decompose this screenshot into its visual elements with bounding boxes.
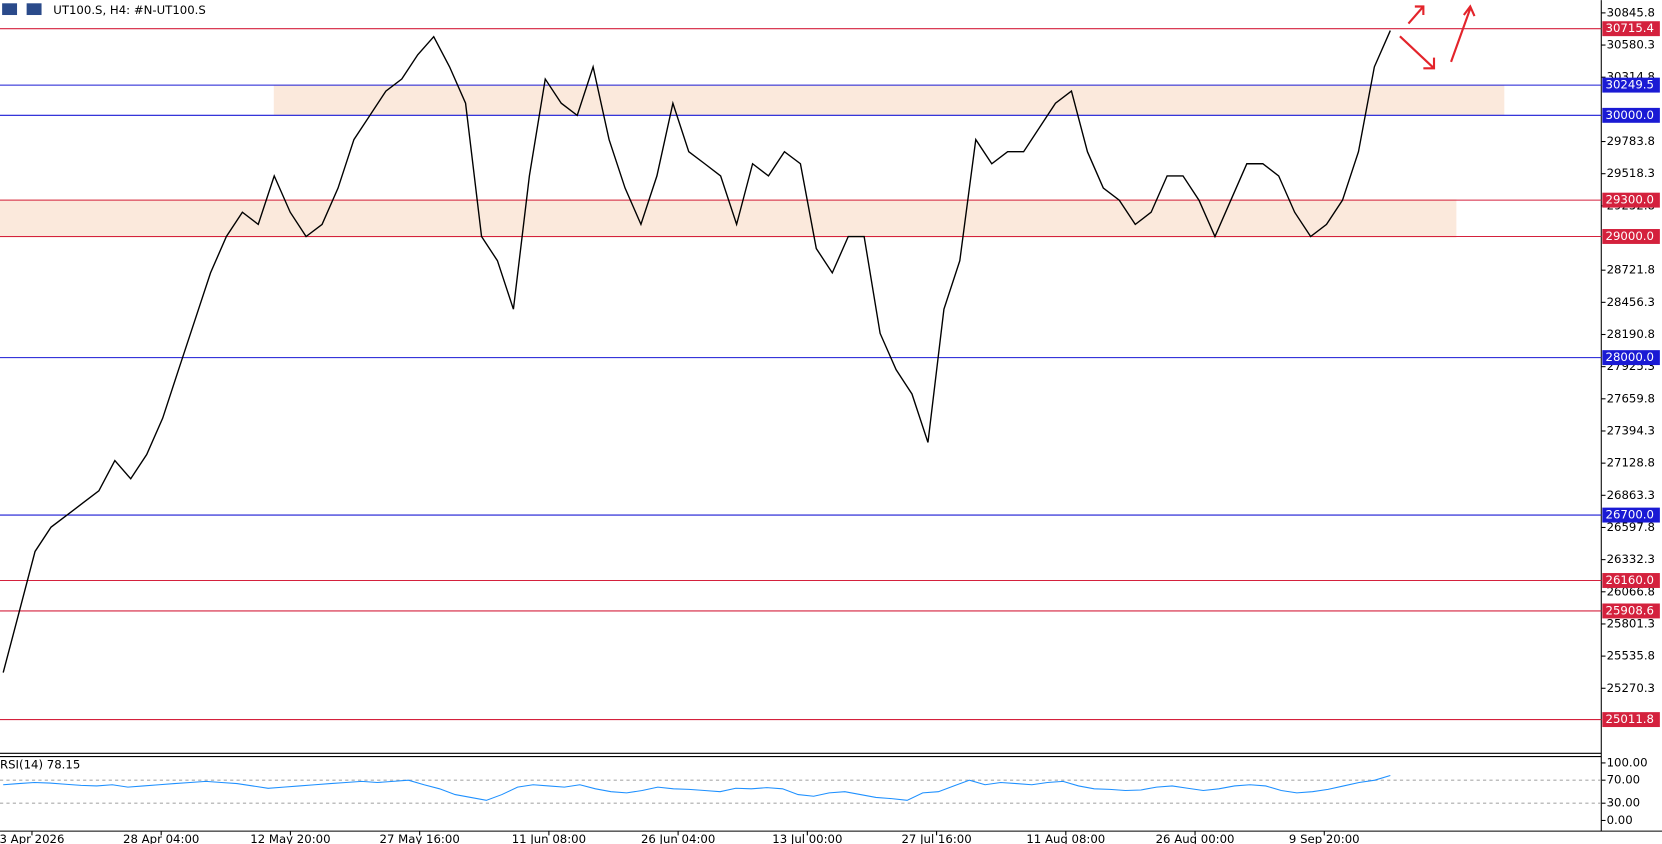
header: UT100.S, H4: #N-UT100.S [2,3,206,17]
level-label-box [1602,603,1660,619]
x-tick-label: 3 Apr 2026 [0,832,64,844]
price-line [2,30,1391,673]
x-tick-label: 12 May 20:00 [250,832,330,844]
level-label: 29300.0 [1606,193,1654,207]
zone-lower [0,199,1457,238]
rsi-title: RSI(14) 78.15 [0,758,80,772]
y-tick-label: 30580.3 [1607,38,1655,52]
y-tick-label: 26597.8 [1607,520,1655,534]
icon [26,3,42,16]
level-label: 25011.8 [1606,712,1654,726]
level-label: 30000.0 [1606,108,1654,122]
annotation-arrows [1399,4,1476,70]
x-tick-label: 26 Jun 04:00 [641,832,715,844]
level-label: 30715.4 [1606,21,1654,35]
y-tick-label: 29783.8 [1607,134,1655,148]
level-label-box [1602,21,1660,37]
x-tick-label: 26 Aug 00:00 [1156,832,1235,844]
y-tick-label: 25801.3 [1607,616,1655,630]
axis-layer: 30845.830580.330314.829783.829518.329252… [0,5,1660,844]
y-tick-label: 26332.3 [1607,552,1655,566]
level-label: 25908.6 [1606,603,1654,617]
y-tick-label: 26863.3 [1607,488,1655,502]
y-tick-label: 28456.3 [1607,295,1655,309]
y-tick-label: 25270.3 [1607,681,1655,695]
y-tick-label: 28190.8 [1607,327,1655,341]
level-label-box [1602,507,1660,523]
rsi-line [3,774,1391,801]
level-label-box [1602,573,1660,588]
y-tick-label: 25535.8 [1607,649,1655,663]
level-label: 26160.0 [1606,573,1654,587]
x-tick-label: 11 Aug 08:00 [1026,832,1105,844]
y-tick-label: 28721.8 [1607,263,1655,277]
x-tick-label: 27 Jul 16:00 [901,832,971,844]
y-tick-label: 29518.3 [1607,166,1655,180]
y-tick-label: 27659.8 [1607,391,1655,405]
level-label-box [1602,229,1660,244]
y-tick-label: 30845.8 [1607,5,1655,19]
x-tick-label: 9 Sep 20:00 [1289,832,1360,844]
rsi-tick-label: 70.00 [1607,773,1641,787]
icon [2,3,18,16]
level-label: 29000.0 [1606,229,1654,243]
rsi-tick-label: 30.00 [1607,796,1641,810]
level-label-box [1602,107,1660,123]
y-tick-label: 27128.8 [1607,456,1655,470]
level-label-box [1602,77,1660,93]
x-tick-label: 27 May 16:00 [380,832,460,844]
rsi-tick-label: 100.00 [1607,755,1648,769]
y-tick-label: 27394.3 [1607,423,1655,437]
zone-upper [273,85,1505,116]
x-tick-label: 13 Jul 00:00 [772,832,842,844]
chart-header: UT100.S, H4: #N-UT100.S [53,3,206,17]
level-label: 28000.0 [1606,350,1654,364]
price-layer [0,28,1602,804]
level-label-box [1602,712,1660,728]
level-label-box [1602,350,1660,366]
level-label: 26700.0 [1606,508,1654,522]
x-tick-label: 28 Apr 04:00 [123,832,199,844]
level-label: 30249.5 [1606,78,1654,92]
level-label-box [1602,192,1660,208]
x-tick-label: 11 Jun 08:00 [512,832,586,844]
rsi-tick-label: 0.00 [1607,813,1633,827]
